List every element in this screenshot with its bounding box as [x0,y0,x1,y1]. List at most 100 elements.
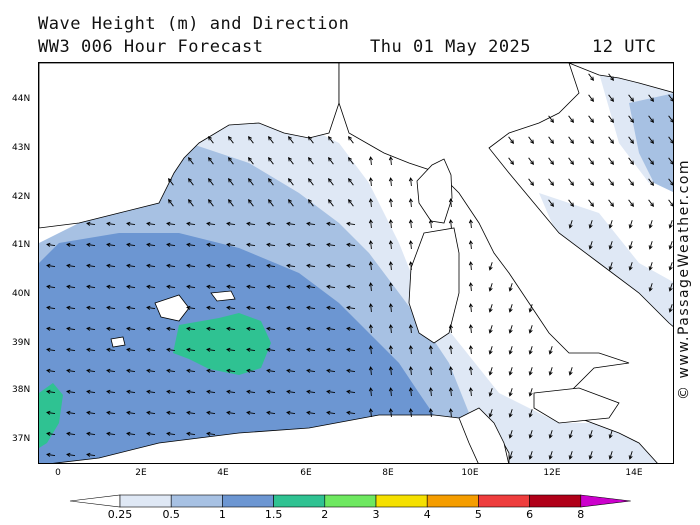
direction-arrow [268,199,274,207]
direction-arrow [430,219,432,229]
direction-arrow [328,136,334,144]
lat-label-44n: 44N [12,94,31,104]
direction-arrow-head [428,387,433,392]
direction-arrow [370,345,372,355]
direction-arrow [228,199,234,207]
direction-arrow [470,240,472,250]
direction-arrow-head [186,410,191,415]
lon-label-6e: 6E [300,468,312,478]
direction-arrow-head [388,408,393,413]
direction-arrow [306,243,316,247]
direction-arrow [306,369,316,373]
direction-arrow-head [306,368,311,373]
direction-arrow-head [388,198,393,203]
direction-arrow-head [146,263,151,268]
direction-arrow-head [288,199,292,204]
direction-arrow-head [568,455,573,460]
direction-arrow-head [226,284,231,289]
direction-arrow [326,390,336,394]
direction-arrow-head [226,263,231,268]
direction-arrow-head [588,455,593,460]
direction-arrow [648,157,654,165]
direction-arrow [306,306,316,310]
direction-arrow-head [346,326,351,331]
legend-label: 4 [423,508,431,521]
direction-arrow [268,136,274,144]
direction-arrow [470,261,472,271]
direction-arrow [548,178,554,186]
direction-arrow-head [186,431,191,436]
direction-arrow-head [528,455,533,460]
direction-arrow [649,283,653,291]
direction-arrow-head [268,157,272,162]
legend-label: 0.25 [107,508,133,521]
land-france [39,63,340,229]
lon-label-12e: 12E [543,468,561,478]
direction-arrow-head [630,181,634,186]
direction-arrow [410,198,412,208]
direction-arrow [286,222,296,226]
direction-arrow [206,264,216,268]
wave-map[interactable] [38,62,674,464]
land-balkans [568,63,673,93]
direction-arrow [588,94,594,102]
legend-label: 3 [372,508,380,521]
direction-arrow [346,243,356,247]
direction-arrow-head [106,431,111,436]
direction-arrow [86,243,96,247]
direction-arrow [266,327,276,331]
legend-label: 8 [577,508,585,521]
direction-arrow-head [186,305,191,310]
direction-arrow [106,264,116,268]
direction-arrow [166,348,176,352]
direction-arrow-head [628,455,633,460]
direction-arrow-head [368,345,373,350]
direction-arrow [146,285,156,289]
direction-arrow-head [428,345,433,350]
direction-arrow [126,411,136,415]
direction-arrow-head [388,366,393,371]
direction-arrow [46,453,56,457]
direction-arrow [326,369,336,373]
direction-arrow [166,285,176,289]
direction-arrow-head [46,368,51,373]
direction-arrow-head [568,224,573,229]
direction-arrow-head [308,136,312,141]
direction-arrow-head [146,389,151,394]
direction-arrow [286,390,296,394]
direction-arrow-head [588,224,593,229]
direction-arrow-head [186,389,191,394]
direction-arrow-head [186,326,191,331]
direction-arrow [390,345,392,355]
direction-arrow [489,262,493,270]
direction-arrow-head [408,177,413,182]
direction-arrow [286,285,296,289]
direction-arrow [588,199,594,207]
lat-label-42n: 42N [12,192,31,202]
direction-arrow [166,432,176,436]
direction-arrow-head [670,97,673,102]
direction-arrow [66,369,76,373]
direction-arrow-head [66,242,71,247]
direction-arrow [188,178,194,186]
direction-arrow [346,369,356,373]
direction-arrow [166,390,176,394]
direction-arrow-head [530,139,534,144]
direction-arrow-head [246,410,251,415]
direction-arrow [166,369,176,373]
direction-arrow-head [86,263,91,268]
direction-arrow [326,306,336,310]
direction-arrow-head [508,413,513,418]
direction-arrow [628,136,634,144]
direction-arrow-head [66,431,71,436]
direction-arrow-head [286,326,291,331]
direction-arrow-head [206,368,211,373]
direction-arrow [549,451,553,459]
legend-swatch [478,494,530,508]
direction-arrow-head [46,431,51,436]
direction-arrow-head [610,160,614,165]
direction-arrow-head [46,389,51,394]
direction-arrow-head [66,389,71,394]
direction-arrow [648,199,654,207]
land-mallorca [154,294,190,322]
